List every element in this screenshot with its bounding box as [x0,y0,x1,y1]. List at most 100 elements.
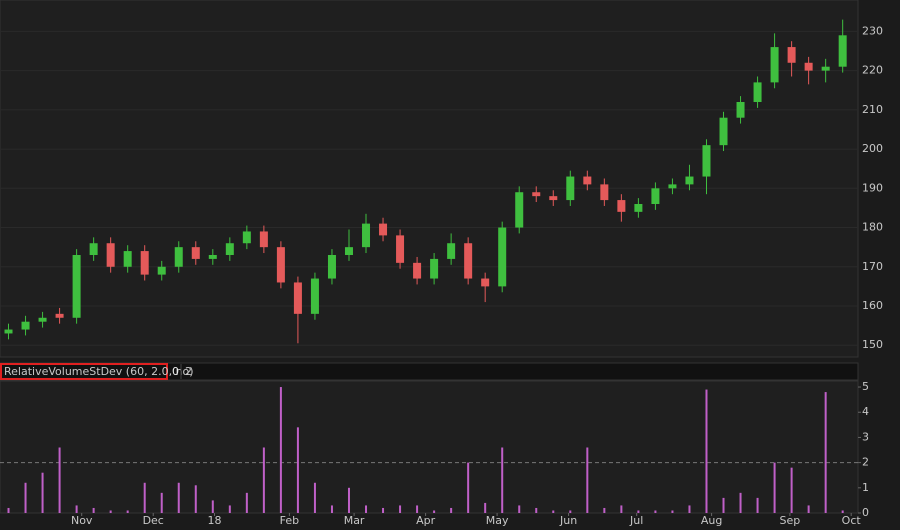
bar [177,482,180,513]
bar [143,482,146,513]
bar [603,507,606,513]
indicator-header [0,362,859,381]
y-tick-label: 230 [862,24,883,37]
y-tick-label: 1 [862,481,869,494]
bar [450,507,453,513]
bar [552,510,555,513]
candle-body [498,227,507,287]
y-tick-label: 170 [862,260,883,273]
candle-body [310,278,319,314]
candle-body [430,258,439,279]
bar [569,510,572,513]
bar [109,510,112,513]
candle-body [327,255,336,279]
x-tick-label: 18 [208,514,222,527]
x-tick-label: Feb [280,514,299,527]
candle-body [4,329,13,334]
candle-body [532,192,541,197]
candle-body [379,223,388,236]
indicator-title: RelativeVolumeStDev (60, 2.0, no) [4,365,194,378]
bar [399,505,402,513]
x-tick-label: Sep [780,514,801,527]
candle-body [362,223,371,248]
bar [501,447,504,513]
candle-body [293,282,302,314]
candle-body [140,251,149,275]
bar [245,492,248,513]
y-tick-label: 2 [862,456,869,469]
candle-body [481,278,490,287]
bar [24,482,27,513]
bar [126,510,129,513]
candle-body [72,255,81,318]
indicator-value: 2 [185,365,192,378]
candle-body [702,145,711,177]
bar [739,492,742,513]
y-tick-label: 210 [862,103,883,116]
x-tick-label: Jun [559,514,577,527]
candle-body [225,243,234,255]
candle-body [549,196,558,201]
x-tick-label: Nov [71,514,93,527]
bar [313,482,316,513]
candle-body [685,176,694,185]
candle-body [566,176,575,201]
bar [160,492,163,513]
y-tick-label: 4 [862,405,869,418]
y-tick-label: 3 [862,430,869,443]
candle-body [787,47,796,63]
bar [58,447,61,513]
x-tick-label: Jul [629,514,643,527]
bar [705,389,708,513]
bar [279,387,282,513]
bar [228,505,231,513]
bar [637,510,640,513]
bar [620,505,623,513]
x-tick-label: Mar [344,514,365,527]
candle-body [651,188,660,204]
x-tick-label: Aug [701,514,722,527]
indicator-highlight [0,363,168,380]
bar [41,472,44,513]
candle-body [583,176,592,185]
bar [347,487,350,513]
candle-body [838,35,847,67]
bar [262,447,265,513]
x-tick-label: Apr [416,514,436,527]
x-tick-label: Oct [842,514,862,527]
candle-body [208,255,217,259]
bar [688,505,691,513]
volume-panel [0,380,859,514]
candle-body [464,243,473,279]
candle-body [191,247,200,259]
bar [756,497,759,513]
candle-body [396,235,405,263]
bar [722,497,725,513]
bar [365,505,368,513]
y-tick-label: 0 [862,506,869,519]
candle-body [617,200,626,212]
bar [807,505,810,513]
candle-body [55,313,64,318]
candle-body [668,184,677,189]
candle-body [276,247,285,283]
y-tick-label: 200 [862,142,883,155]
candle-body [600,184,609,201]
bar [92,507,95,513]
x-tick-label: May [486,514,509,527]
bar [467,462,470,513]
bar [824,392,827,513]
candle-body [753,82,762,102]
indicator-value: 0 [172,365,179,378]
y-tick-label: 5 [862,380,869,393]
bar [518,505,521,513]
candle-body [413,262,422,279]
bar [382,507,385,513]
candle-body [259,231,268,248]
bar [654,510,657,513]
bar [790,467,793,513]
bar [841,510,844,513]
bar [535,507,538,513]
candle-body [719,117,728,146]
candle-body [242,231,251,244]
